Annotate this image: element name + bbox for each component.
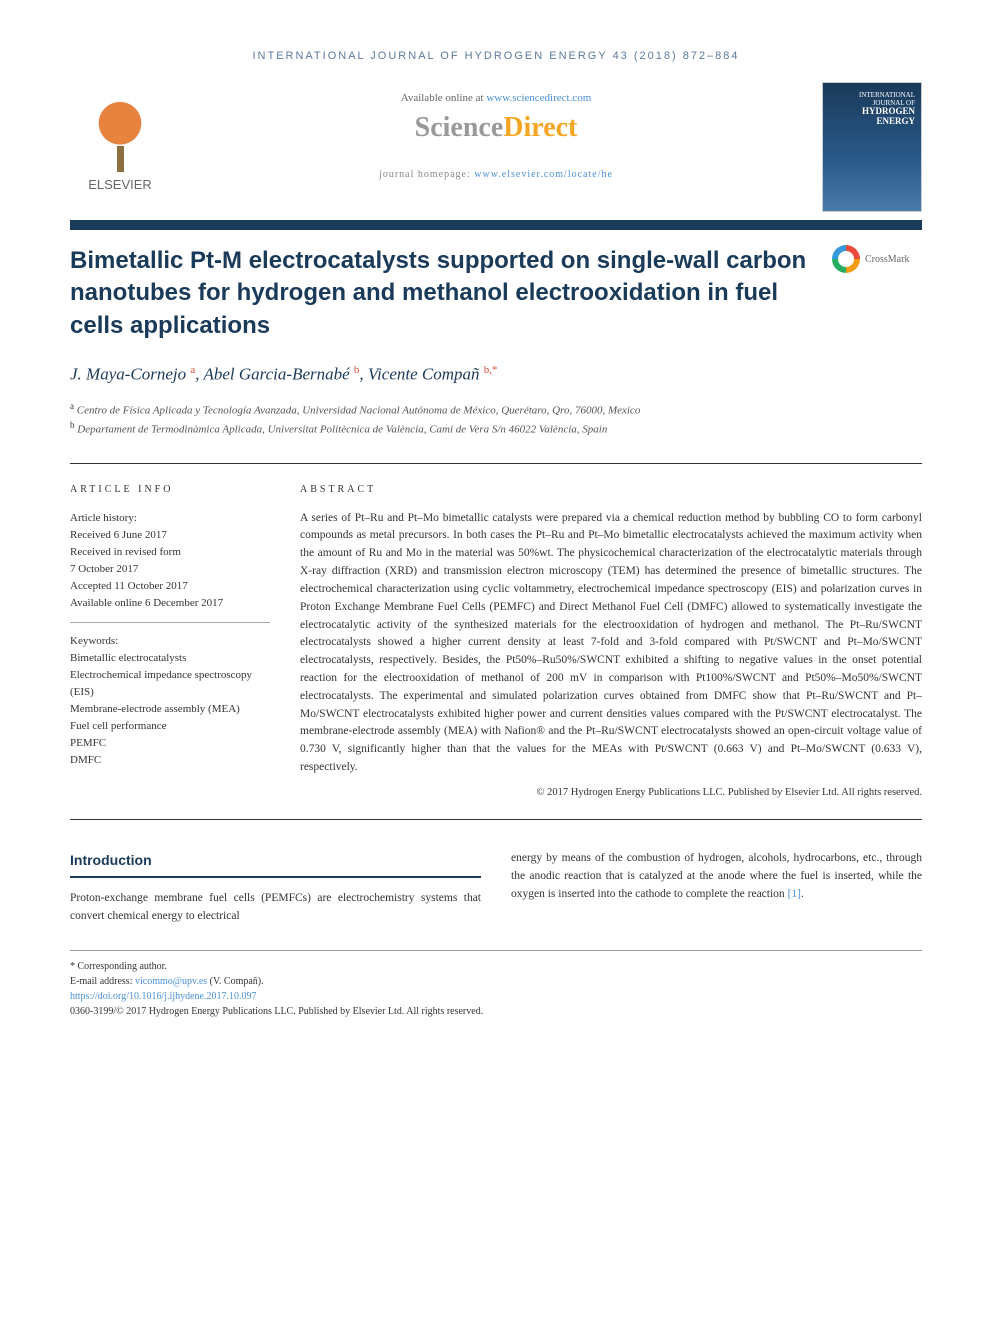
sd-logo-part1: Science [415, 112, 504, 143]
sciencedirect-link[interactable]: www.sciencedirect.com [486, 92, 591, 104]
available-prefix: Available online at [401, 92, 487, 104]
keyword-4: Fuel cell performance [70, 718, 270, 735]
ref-link-1[interactable]: [1] [788, 888, 801, 900]
article-history: Article history: Received 6 June 2017 Re… [70, 510, 270, 623]
sciencedirect-logo[interactable]: ScienceDirect [190, 112, 802, 144]
corresponding-author: * Corresponding author. [70, 959, 922, 974]
email-suffix: (V. Compañ). [207, 976, 263, 987]
revised-line2: 7 October 2017 [70, 561, 270, 578]
footer-copyright: 0360-3199/© 2017 Hydrogen Energy Publica… [70, 1004, 922, 1019]
author-2[interactable]: , Abel Garcia-Bernabé [195, 365, 354, 384]
body-col-left: Introduction Proton-exchange membrane fu… [70, 850, 481, 925]
received-date: Received 6 June 2017 [70, 527, 270, 544]
homepage-prefix: journal homepage: [379, 169, 474, 180]
authors-line: J. Maya-Cornejo a, Abel Garcia-Bernabé b… [70, 364, 922, 385]
body-columns: Introduction Proton-exchange membrane fu… [70, 850, 922, 925]
keyword-3: Membrane-electrode assembly (MEA) [70, 701, 270, 718]
doi-link[interactable]: https://doi.org/10.1016/j.ijhydene.2017.… [70, 991, 256, 1002]
online-date: Available online 6 December 2017 [70, 595, 270, 612]
body-col-right: energy by means of the combustion of hyd… [511, 850, 922, 925]
email-label: E-mail address: [70, 976, 135, 987]
abstract-text: A series of Pt–Ru and Pt–Mo bimetallic c… [300, 510, 922, 777]
info-abstract-row: ARTICLE INFO Article history: Received 6… [70, 463, 922, 820]
available-online: Available online at www.sciencedirect.co… [190, 92, 802, 104]
keywords-label: Keywords: [70, 633, 270, 650]
accepted-date: Accepted 11 October 2017 [70, 578, 270, 595]
col2-text1: energy by means of the combustion of hyd… [511, 852, 922, 900]
history-label: Article history: [70, 510, 270, 527]
abstract-column: ABSTRACT A series of Pt–Ru and Pt–Mo bim… [300, 482, 922, 801]
journal-cover[interactable]: INTERNATIONAL JOURNAL OF HYDROGEN ENERGY [822, 82, 922, 212]
footer: * Corresponding author. E-mail address: … [70, 950, 922, 1019]
header-row: ELSEVIER Available online at www.science… [70, 82, 922, 212]
affiliation-b: b Departament de Termodinàmica Aplicada,… [70, 419, 922, 438]
email-line: E-mail address: vicommo@upv.es (V. Compa… [70, 974, 922, 989]
title-section: Bimetallic Pt-M electrocatalysts support… [70, 220, 922, 342]
affil-b-text: Departament de Termodinàmica Aplicada, U… [75, 424, 608, 436]
intro-para-left: Proton-exchange membrane fuel cells (PEM… [70, 890, 481, 926]
revised-line1: Received in revised form [70, 544, 270, 561]
intro-para-right: energy by means of the combustion of hyd… [511, 850, 922, 903]
email-link[interactable]: vicommo@upv.es [135, 976, 207, 987]
crossmark-badge[interactable]: CrossMark [832, 245, 922, 273]
author-1[interactable]: J. Maya-Cornejo [70, 365, 190, 384]
elsevier-tree-icon [85, 97, 155, 172]
author-3[interactable]: , Vicente Compañ [359, 365, 483, 384]
abstract-copyright: © 2017 Hydrogen Energy Publications LLC.… [300, 785, 922, 801]
center-header: Available online at www.sciencedirect.co… [170, 82, 822, 190]
crossmark-icon [832, 245, 860, 273]
keywords-block: Keywords: Bimetallic electrocatalysts El… [70, 633, 270, 769]
keyword-6: DMFC [70, 752, 270, 769]
cover-top-text: INTERNATIONAL JOURNAL OF [829, 91, 915, 107]
article-info-heading: ARTICLE INFO [70, 482, 270, 498]
author-3-sup: b,* [484, 364, 498, 376]
keyword-2: Electrochemical impedance spectroscopy (… [70, 667, 270, 701]
keyword-5: PEMFC [70, 735, 270, 752]
affil-a-text: Centro de Física Aplicada y Tecnología A… [74, 404, 640, 416]
cover-journal-name: HYDROGEN ENERGY [829, 107, 915, 127]
keyword-1: Bimetallic electrocatalysts [70, 650, 270, 667]
elsevier-label: ELSEVIER [88, 177, 152, 192]
article-title: Bimetallic Pt-M electrocatalysts support… [70, 245, 832, 342]
article-info-column: ARTICLE INFO Article history: Received 6… [70, 482, 270, 801]
introduction-heading: Introduction [70, 850, 481, 878]
sd-logo-part2: Direct [503, 112, 577, 143]
affiliation-a: a Centro de Física Aplicada y Tecnología… [70, 400, 922, 419]
crossmark-label: CrossMark [865, 254, 909, 265]
affiliations: a Centro de Física Aplicada y Tecnología… [70, 400, 922, 438]
journal-homepage: journal homepage: www.elsevier.com/locat… [190, 169, 802, 180]
abstract-heading: ABSTRACT [300, 482, 922, 498]
running-header: INTERNATIONAL JOURNAL OF HYDROGEN ENERGY… [70, 50, 922, 62]
col2-text2: . [801, 888, 804, 900]
homepage-link[interactable]: www.elsevier.com/locate/he [474, 169, 613, 180]
elsevier-logo[interactable]: ELSEVIER [70, 82, 170, 192]
